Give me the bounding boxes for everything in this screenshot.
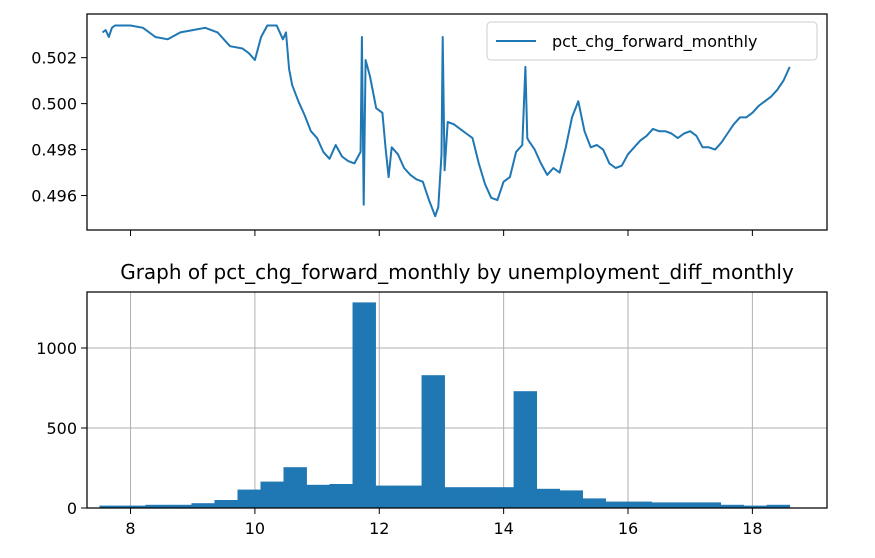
histogram-axes-frame <box>86 291 828 509</box>
histogram-bar <box>99 505 123 508</box>
histogram-bar <box>605 501 630 508</box>
histogram-ticks: 8 10 12 14 16 18 0 500 1000 <box>36 339 762 538</box>
histogram-title: Graph of pct_chg_forward_monthly by unem… <box>120 260 794 284</box>
histogram-x-tick-label: 12 <box>369 519 389 538</box>
histogram-bars <box>99 302 791 508</box>
histogram-x-tick-label: 10 <box>245 519 265 538</box>
histogram-y-tick-label: 0 <box>67 499 77 518</box>
histogram-bar <box>536 488 561 508</box>
histogram-bar <box>398 485 422 508</box>
histogram-bar <box>467 487 491 508</box>
histogram-bar <box>697 502 722 508</box>
legend-label: pct_chg_forward_monthly <box>552 32 758 52</box>
line-series-pct-chg-forward-monthly <box>101 24 791 218</box>
histogram-bar <box>191 503 215 508</box>
histogram-x-tick-label: 18 <box>742 519 762 538</box>
histogram-bar <box>145 504 169 508</box>
histogram-bar <box>674 502 699 508</box>
line-chart-axes-frame <box>86 13 828 231</box>
line-chart-ticks: 0.496 0.498 0.500 0.502 <box>31 49 753 236</box>
histogram-y-tick-label: 1000 <box>36 339 77 358</box>
histogram-x-tick-label: 8 <box>125 519 135 538</box>
histogram-bar <box>651 502 676 508</box>
histogram-y-tick-label: 500 <box>46 419 77 438</box>
histogram-bar <box>306 484 330 508</box>
histogram-bar <box>260 481 284 508</box>
histogram-bar <box>375 485 399 508</box>
histogram-bar <box>513 391 537 508</box>
histogram-x-tick-label: 14 <box>493 519 513 538</box>
line-chart-y-tick-label: 0.498 <box>31 141 77 160</box>
legend-box <box>486 21 818 61</box>
histogram-bar <box>766 504 791 508</box>
histogram-bar <box>490 487 514 508</box>
histogram-bar <box>582 498 607 508</box>
line-chart-y-tick-label: 0.500 <box>31 95 77 114</box>
line-chart-y-tick-label: 0.502 <box>31 49 77 68</box>
legend: pct_chg_forward_monthly <box>486 21 818 61</box>
histogram-bar <box>214 500 238 508</box>
histogram-bar <box>720 504 745 508</box>
histogram-bar <box>444 487 468 508</box>
histogram-bar <box>283 467 307 508</box>
histogram-bar <box>122 505 146 508</box>
histogram-panel: Graph of pct_chg_forward_monthly by unem… <box>36 260 828 538</box>
line-chart-y-tick-label: 0.496 <box>31 187 77 206</box>
histogram-bar <box>743 505 768 508</box>
histogram-bar <box>421 375 445 508</box>
histogram-bar <box>329 484 353 508</box>
histogram-bar <box>168 504 192 508</box>
histogram-bar <box>628 501 653 508</box>
histogram-bar <box>237 489 261 508</box>
histogram-x-tick-label: 16 <box>618 519 638 538</box>
histogram-bar <box>352 302 376 508</box>
histogram-bar <box>559 490 584 508</box>
